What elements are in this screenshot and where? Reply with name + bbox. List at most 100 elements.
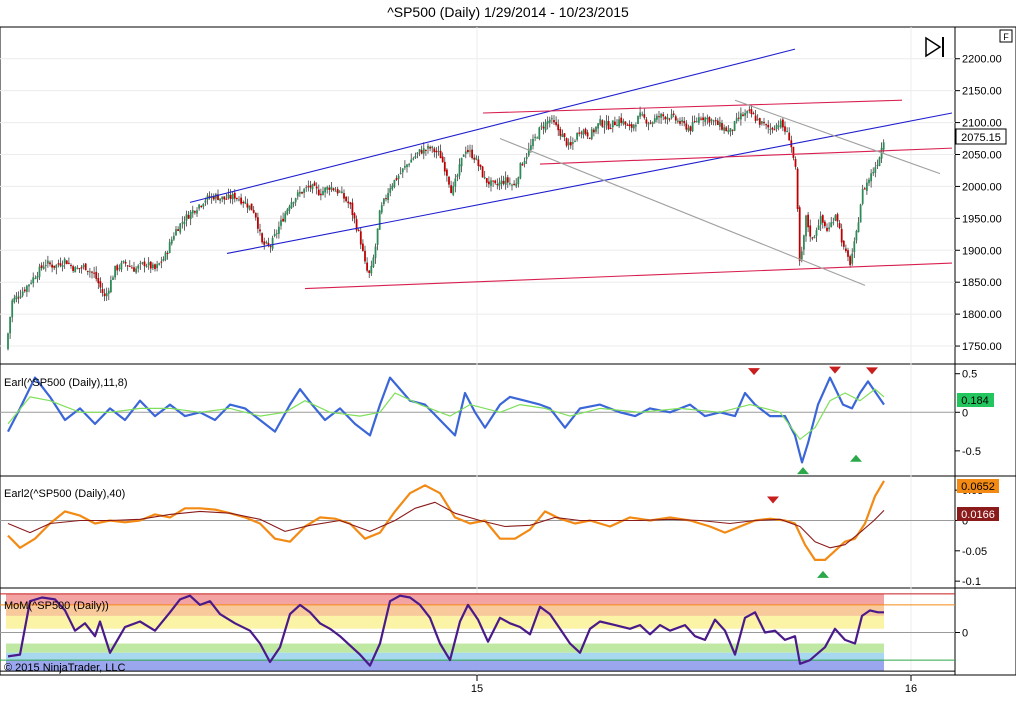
candle-body bbox=[506, 177, 509, 183]
candle-body bbox=[330, 186, 333, 190]
candle-body bbox=[815, 230, 818, 236]
candle-body bbox=[294, 198, 297, 203]
candle-body bbox=[376, 228, 379, 245]
candle-body bbox=[481, 166, 484, 178]
indicator-tick-label: -0.1 bbox=[962, 576, 981, 588]
candle-body bbox=[368, 270, 371, 273]
candle-body bbox=[702, 117, 704, 121]
candle-body bbox=[509, 183, 511, 185]
mom-bands bbox=[0, 593, 955, 672]
candle-body bbox=[851, 253, 854, 264]
candle-body bbox=[120, 262, 123, 270]
earl2-fast-badge bbox=[957, 479, 999, 493]
candle-body bbox=[80, 267, 83, 269]
candle-body bbox=[97, 278, 100, 284]
candle-body bbox=[227, 194, 230, 199]
candle-body bbox=[731, 129, 734, 131]
candle-body bbox=[362, 243, 364, 251]
indicator-series-line bbox=[7, 388, 885, 440]
candle-body bbox=[777, 125, 780, 127]
candle-body bbox=[742, 114, 744, 117]
candle-body bbox=[882, 142, 885, 150]
candle-body bbox=[597, 123, 599, 129]
candle-body bbox=[135, 268, 137, 273]
candle-body bbox=[229, 194, 232, 199]
candle-body bbox=[168, 242, 171, 254]
candle-body bbox=[238, 199, 240, 201]
candle-body bbox=[611, 120, 614, 128]
candle-body bbox=[286, 209, 289, 215]
mom-zone-band bbox=[6, 652, 884, 661]
candle-body bbox=[307, 186, 310, 188]
candle-body bbox=[653, 118, 656, 123]
trendline-red-lower bbox=[304, 262, 953, 290]
candle-body bbox=[679, 121, 681, 124]
candle-body bbox=[269, 246, 272, 248]
candle-body bbox=[370, 265, 373, 274]
candle-body bbox=[504, 177, 507, 185]
candle-body bbox=[618, 119, 620, 127]
candle-body bbox=[185, 214, 188, 221]
candle-body bbox=[691, 122, 694, 132]
candle-body bbox=[513, 183, 515, 186]
candle-body bbox=[65, 260, 68, 265]
candle-body bbox=[378, 210, 381, 230]
candle-body bbox=[817, 225, 820, 230]
candle-body bbox=[42, 266, 45, 269]
skip-to-end-icon[interactable] bbox=[925, 36, 944, 58]
candle-body bbox=[124, 261, 127, 264]
candle-body bbox=[13, 297, 16, 303]
candle-body bbox=[328, 187, 331, 190]
candle-body bbox=[429, 146, 431, 149]
candle-body bbox=[252, 210, 255, 213]
candle-body bbox=[275, 233, 278, 235]
f-button-label: F bbox=[1003, 32, 1009, 42]
candle-body bbox=[112, 277, 114, 280]
candle-body bbox=[103, 293, 106, 297]
x-tick-label: 15 bbox=[471, 683, 483, 695]
candle-body bbox=[861, 189, 864, 204]
candle-body bbox=[515, 183, 518, 187]
candle-body bbox=[63, 258, 66, 264]
candle-body bbox=[36, 276, 39, 279]
candle-body bbox=[173, 235, 175, 240]
candle-body bbox=[551, 118, 553, 120]
candle-body bbox=[59, 263, 62, 266]
candle-body bbox=[807, 214, 809, 228]
price-tick-label: 1750.00 bbox=[962, 341, 1002, 353]
candle-body bbox=[637, 115, 639, 124]
candle-body bbox=[553, 120, 555, 123]
candle-body bbox=[341, 191, 343, 194]
candle-body bbox=[299, 191, 301, 194]
candle-body bbox=[221, 196, 224, 200]
candle-body bbox=[47, 260, 49, 264]
candle-body bbox=[821, 215, 824, 223]
candle-body bbox=[21, 291, 24, 296]
candle-body bbox=[479, 164, 482, 167]
mom-zone-band bbox=[6, 628, 884, 644]
candle-body bbox=[288, 206, 291, 211]
candle-body bbox=[68, 262, 70, 264]
candle-body bbox=[792, 146, 795, 158]
earl-value-badge bbox=[957, 393, 994, 407]
f-button[interactable] bbox=[999, 29, 1013, 43]
candle-body bbox=[414, 155, 417, 158]
earl2-panel-label: Earl2(^SP500 (Daily),40) bbox=[4, 488, 125, 500]
candle-body bbox=[832, 222, 835, 224]
indicator-series-line bbox=[7, 376, 885, 464]
trendline-gray-b bbox=[734, 99, 941, 175]
candle-body bbox=[624, 121, 627, 125]
candle-body bbox=[116, 265, 119, 271]
candle-body bbox=[788, 132, 791, 141]
candle-body bbox=[215, 194, 217, 199]
candle-body bbox=[534, 136, 536, 138]
candle-body bbox=[53, 265, 56, 268]
candle-body bbox=[99, 281, 102, 288]
x-tick-label: 16 bbox=[905, 683, 917, 695]
candle-body bbox=[609, 127, 612, 129]
candle-body bbox=[639, 112, 641, 117]
candle-body bbox=[254, 212, 257, 218]
last-price-badge bbox=[955, 128, 1007, 145]
candle-body bbox=[204, 200, 207, 203]
